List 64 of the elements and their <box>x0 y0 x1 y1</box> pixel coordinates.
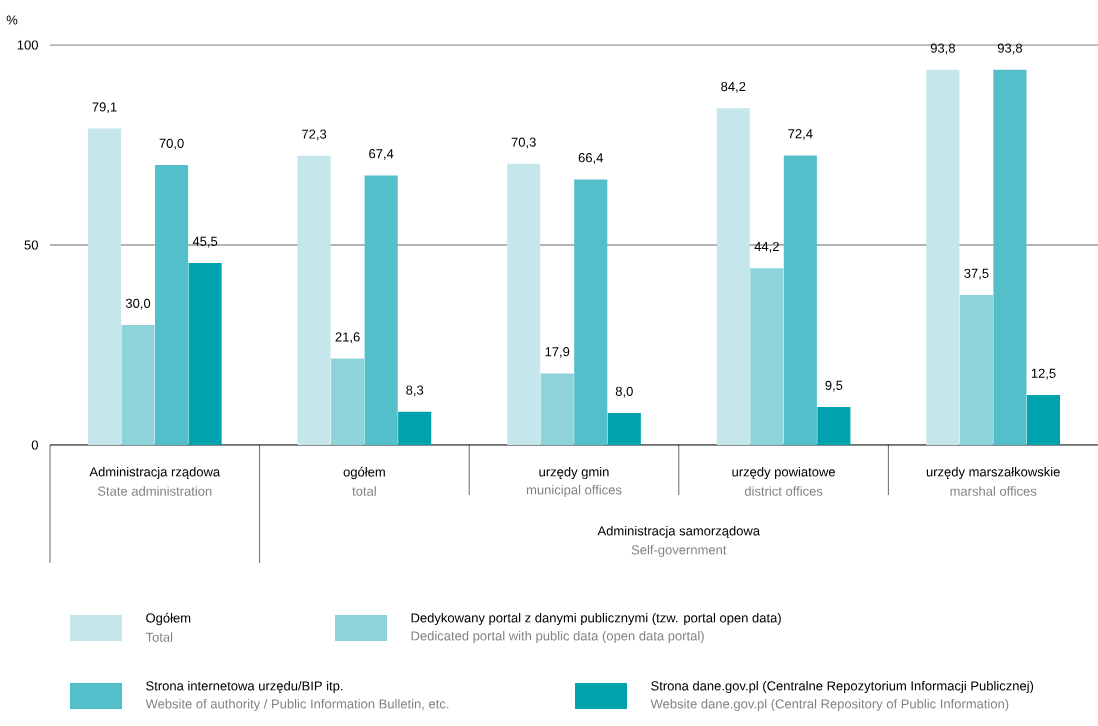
bar <box>750 268 784 445</box>
bar <box>926 69 960 445</box>
bar <box>155 164 189 445</box>
data-label: 93,8 <box>930 43 955 55</box>
legend-label: Dedykowany portal z danymi publicznymi (tzw. portal open data) <box>411 612 781 626</box>
x-tick-label: Administracja rządowa <box>89 466 221 480</box>
x-tick-label: urzędy powiatowe <box>732 466 836 480</box>
bar <box>817 407 851 445</box>
data-label: 44,2 <box>754 241 779 253</box>
legend-label: Strona internetowa urzędu/BIP itp. <box>146 680 343 694</box>
data-label: 72,3 <box>302 129 327 141</box>
data-label: 8,0 <box>615 386 633 398</box>
y-tick-label: 0 <box>31 440 38 450</box>
text: Dedicated portal with public data (open data portal) <box>411 630 704 644</box>
bar <box>1026 395 1061 445</box>
data-label: 21,6 <box>335 332 360 344</box>
data-label: 37,5 <box>964 268 989 280</box>
bar <box>188 263 222 445</box>
data-label: 84,2 <box>721 81 746 93</box>
legend-label: Strona dane.gov.pl (Centralne Repozytorium Informacji Publicznej) <box>651 680 1034 694</box>
text: Total <box>145 632 173 642</box>
text: Website of authority / Public Information Bulletin, etc. <box>145 698 449 712</box>
legend-label: Ogółem <box>146 612 191 626</box>
text: State administration <box>97 486 212 496</box>
data-label: 45,5 <box>192 236 218 248</box>
text: marshal offices <box>950 486 1037 496</box>
bar <box>574 179 608 445</box>
data-label: 93,8 <box>997 43 1023 55</box>
data-label: 70,3 <box>511 137 536 149</box>
bar <box>87 128 122 445</box>
text: Website dane.gov.pl (Central Repository of Public Information) <box>650 698 1009 712</box>
bar <box>607 413 641 445</box>
bar <box>959 295 993 445</box>
text: Self-government <box>631 544 727 558</box>
data-label: 70,0 <box>159 138 184 150</box>
text: district offices <box>744 486 823 496</box>
bar <box>540 373 574 445</box>
data-label: 17,9 <box>545 347 570 358</box>
data-label: 8,3 <box>406 385 424 397</box>
bar <box>121 325 155 445</box>
bar <box>364 175 398 445</box>
bar <box>783 155 817 445</box>
bar <box>398 411 432 445</box>
y-axis-title: % <box>6 15 18 25</box>
text: municipal offices <box>526 484 622 498</box>
data-label: 30,0 <box>125 298 151 310</box>
y-tick-label: 50 <box>24 240 38 250</box>
data-label: 66,4 <box>578 153 604 164</box>
data-label: 12,5 <box>1031 368 1056 380</box>
text: Administracja samorządowa <box>597 525 761 539</box>
x-tick-label: ogółem <box>343 466 385 480</box>
y-tick-label: 100 <box>17 40 38 50</box>
bar <box>331 358 365 445</box>
bar <box>297 155 331 445</box>
x-tick-label: urzędy gmin <box>539 466 609 480</box>
text: total <box>352 486 376 496</box>
data-label: 67,4 <box>369 149 394 160</box>
bar <box>716 108 750 445</box>
bar <box>993 69 1027 445</box>
data-label: 9,5 <box>825 380 843 392</box>
data-label: 72,4 <box>788 129 813 140</box>
x-tick-label: urzędy marszałkowskie <box>926 466 1060 480</box>
data-label: 79,1 <box>92 102 117 114</box>
bar <box>507 163 541 445</box>
